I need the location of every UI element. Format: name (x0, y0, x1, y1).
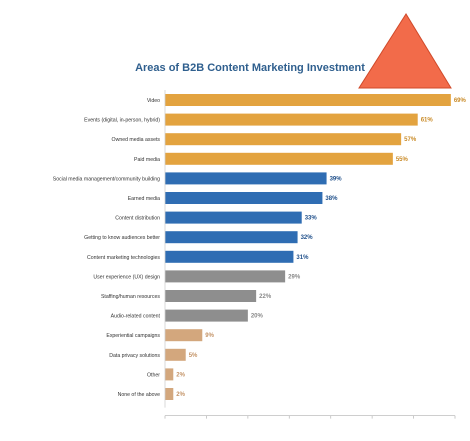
bar (165, 250, 294, 263)
value-label: 20% (251, 314, 264, 320)
bar (165, 172, 327, 185)
chart-title: Areas of B2B Content Marketing Investmen… (135, 62, 365, 74)
bar (165, 94, 451, 106)
category-label: User experience (UX) design (93, 274, 160, 280)
bar (165, 290, 257, 302)
value-label: 33% (305, 216, 318, 222)
category-label: Content distribution (115, 216, 160, 222)
value-label: 57% (404, 137, 417, 143)
value-label: 22% (259, 294, 272, 300)
value-label: 2% (176, 392, 185, 398)
bar (165, 388, 174, 400)
category-label: Social media management/community buildi… (53, 176, 160, 182)
value-label: 2% (176, 372, 185, 378)
category-label: None of the above (118, 392, 161, 398)
category-label: Staffing/human resources (101, 294, 160, 300)
bar (165, 133, 402, 146)
category-label: Paid media (134, 157, 160, 163)
category-label: Video (147, 98, 160, 104)
bar (165, 368, 174, 381)
value-label: 38% (325, 196, 338, 202)
value-label: 29% (288, 274, 301, 280)
bar (165, 348, 186, 361)
bar (165, 192, 323, 204)
category-label: Content marketing technologies (87, 255, 160, 261)
value-label: 5% (189, 353, 198, 359)
value-label: 32% (301, 235, 314, 241)
bar (165, 113, 418, 126)
category-label: Owned media assets (112, 137, 161, 143)
category-label: Audio-related content (111, 314, 161, 320)
value-label: 9% (205, 333, 214, 339)
value-label: 55% (396, 157, 409, 163)
category-label: Data privacy solutions (109, 353, 160, 359)
bar (165, 152, 393, 165)
value-label: 61% (421, 118, 434, 124)
x-axis (164, 90, 456, 419)
category-label: Earned media (128, 196, 160, 202)
category-label: Getting to know audiences better (84, 235, 160, 241)
bar (165, 211, 302, 224)
value-label: 69% (454, 98, 467, 104)
bars-group: Video 69% Events (digital, in-person, hybr… (53, 94, 467, 400)
value-label: 31% (296, 255, 309, 261)
bar (165, 309, 248, 322)
bar (165, 270, 286, 283)
value-label: 39% (330, 176, 343, 182)
bar (165, 231, 298, 244)
bar (165, 329, 203, 342)
category-label: Other (147, 372, 160, 378)
category-label: Experiential campaigns (106, 333, 160, 339)
category-label: Events (digital, in-person, hybrid) (84, 118, 160, 124)
